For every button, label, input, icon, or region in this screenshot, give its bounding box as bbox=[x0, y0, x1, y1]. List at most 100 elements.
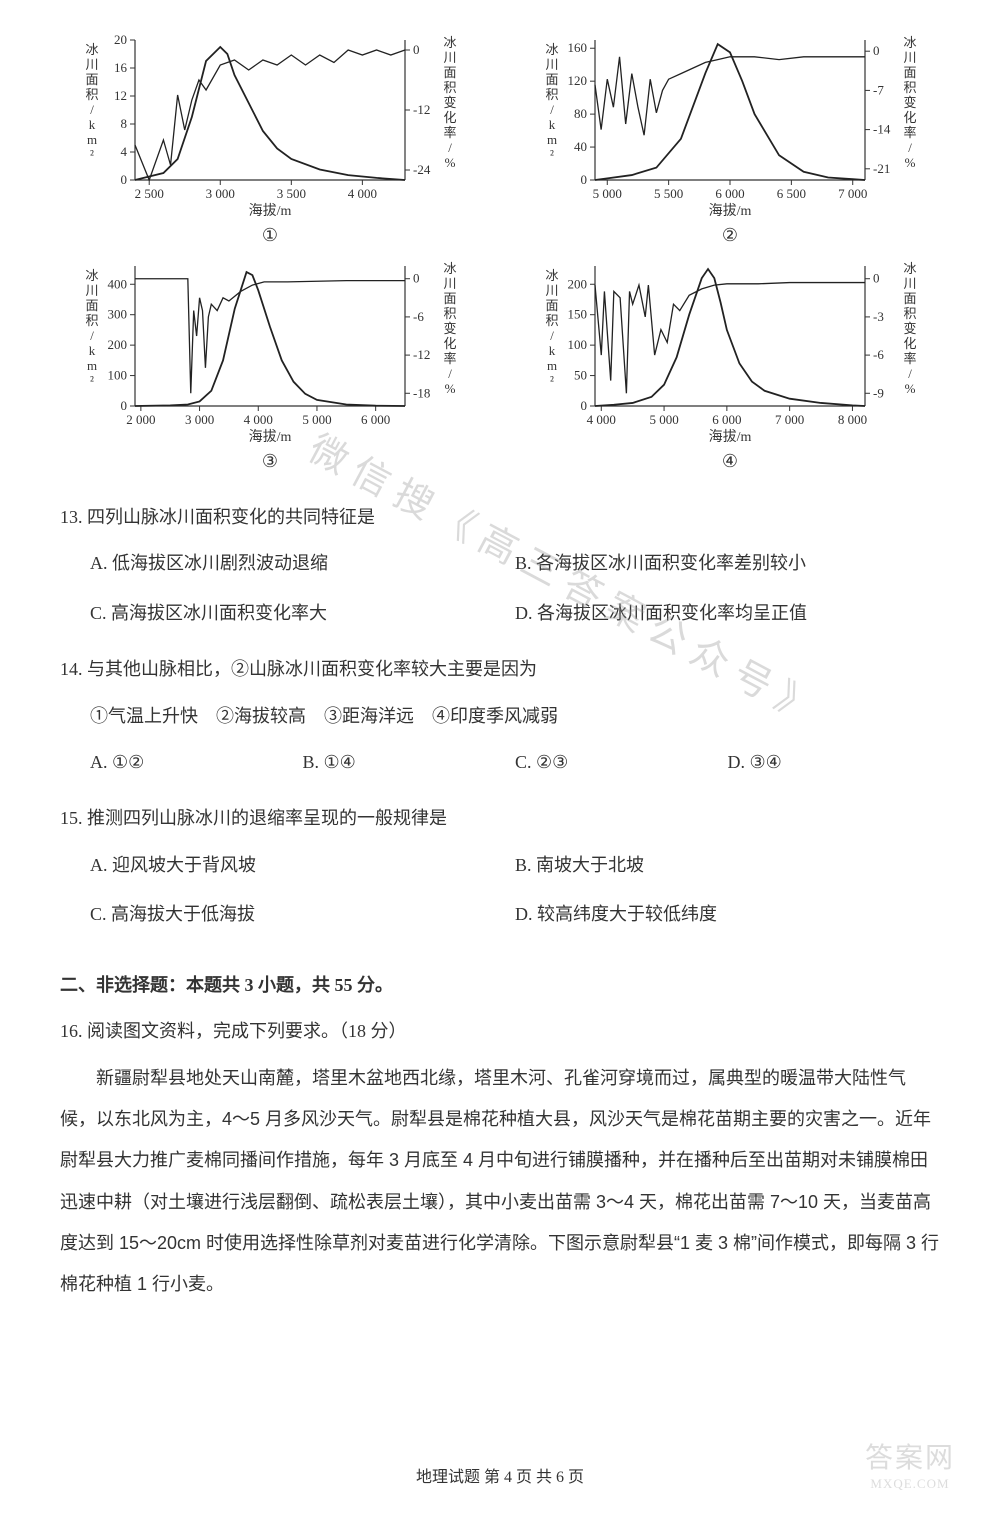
q13-option-b: B. 各海拔区冰川面积变化率差别较小 bbox=[515, 543, 940, 584]
svg-text:4 000: 4 000 bbox=[244, 412, 273, 427]
svg-text:-14: -14 bbox=[873, 122, 891, 137]
svg-text:0: 0 bbox=[121, 172, 128, 187]
svg-text:冰: 冰 bbox=[903, 35, 916, 50]
svg-text:0: 0 bbox=[873, 43, 880, 58]
svg-text:200: 200 bbox=[108, 337, 128, 352]
svg-text:变: 变 bbox=[903, 321, 916, 336]
chart-grid: 2 5003 0003 5004 000048121620-24-120海拔/m… bbox=[60, 30, 940, 472]
chart-4: 4 0005 0006 0007 0008 000050100150200-9-… bbox=[540, 256, 920, 446]
q14-sub: ①气温上升快 ②海拔较高 ③距海洋远 ④印度季风减弱 bbox=[60, 696, 940, 737]
svg-text:0: 0 bbox=[581, 398, 588, 413]
svg-text:80: 80 bbox=[574, 106, 587, 121]
svg-text:/: / bbox=[550, 102, 554, 117]
svg-text:-24: -24 bbox=[413, 162, 431, 177]
svg-text:40: 40 bbox=[574, 139, 587, 154]
svg-text:8 000: 8 000 bbox=[838, 412, 867, 427]
q15-stem: 15. 推测四列山脉冰川的退缩率呈现的一般规律是 bbox=[60, 798, 940, 839]
svg-text:海拔/m: 海拔/m bbox=[249, 429, 292, 445]
svg-text:m: m bbox=[87, 358, 97, 373]
svg-text:冰: 冰 bbox=[443, 35, 456, 50]
svg-text:k: k bbox=[89, 343, 96, 358]
svg-text:100: 100 bbox=[108, 368, 128, 383]
chart-3-label: ③ bbox=[262, 451, 278, 472]
chart-cell-1: 2 5003 0003 5004 000048121620-24-120海拔/m… bbox=[60, 30, 480, 246]
svg-text:120: 120 bbox=[568, 73, 588, 88]
q13-stem: 13. 四列山脉冰川面积变化的共同特征是 bbox=[60, 497, 940, 538]
q15-option-b: B. 南坡大于北坡 bbox=[515, 845, 940, 886]
svg-text:²: ² bbox=[550, 147, 554, 162]
svg-text:m: m bbox=[547, 132, 557, 147]
svg-text:面: 面 bbox=[903, 65, 916, 80]
svg-text:海拔/m: 海拔/m bbox=[709, 429, 752, 445]
q16-stem: 16. 阅读图文资料，完成下列要求。（18 分） bbox=[60, 1017, 940, 1043]
svg-text:面: 面 bbox=[545, 72, 558, 87]
q13-option-d: D. 各海拔区冰川面积变化率均呈正值 bbox=[515, 593, 940, 634]
svg-text:积: 积 bbox=[545, 313, 558, 328]
svg-text:7 000: 7 000 bbox=[775, 412, 804, 427]
chart-cell-2: 5 0005 5006 0006 5007 00004080120160-21-… bbox=[520, 30, 940, 246]
svg-text:5 000: 5 000 bbox=[302, 412, 331, 427]
svg-text:冰: 冰 bbox=[85, 268, 98, 283]
q16-passage: 新疆尉犁县地处天山南麓，塔里木盆地西北缘，塔里木河、孔雀河穿境而过，属典型的暖温… bbox=[60, 1058, 940, 1306]
chart-2-label: ② bbox=[722, 225, 738, 246]
svg-text:-18: -18 bbox=[413, 385, 430, 400]
svg-text:/: / bbox=[90, 102, 94, 117]
svg-text:5 500: 5 500 bbox=[654, 186, 683, 201]
svg-text:川: 川 bbox=[545, 57, 558, 72]
svg-text:冰: 冰 bbox=[443, 261, 456, 276]
question-15: 15. 推测四列山脉冰川的退缩率呈现的一般规律是 A. 迎风坡大于背风坡 B. … bbox=[60, 798, 940, 935]
svg-text:4 000: 4 000 bbox=[348, 186, 377, 201]
svg-text:冰: 冰 bbox=[903, 261, 916, 276]
svg-text:8: 8 bbox=[121, 116, 128, 131]
svg-text:变: 变 bbox=[443, 321, 456, 336]
svg-text:0: 0 bbox=[121, 398, 128, 413]
svg-text:面: 面 bbox=[443, 65, 456, 80]
svg-text:/: / bbox=[550, 328, 554, 343]
svg-text:川: 川 bbox=[443, 276, 456, 291]
svg-text:化: 化 bbox=[443, 336, 456, 351]
svg-text:200: 200 bbox=[568, 276, 588, 291]
svg-text:-6: -6 bbox=[413, 309, 424, 324]
q13-option-c: C. 高海拔区冰川面积变化率大 bbox=[90, 593, 515, 634]
svg-text:化: 化 bbox=[443, 110, 456, 125]
question-13: 13. 四列山脉冰川面积变化的共同特征是 A. 低海拔区冰川剧烈波动退缩 B. … bbox=[60, 497, 940, 634]
section-2-header: 二、非选择题：本题共 3 小题，共 55 分。 bbox=[60, 971, 940, 997]
corner-logo-cn: 答案网 bbox=[865, 1436, 955, 1476]
svg-text:面: 面 bbox=[443, 291, 456, 306]
q14-option-a: A. ①② bbox=[90, 742, 303, 783]
svg-text:4: 4 bbox=[121, 144, 128, 159]
svg-text:6 000: 6 000 bbox=[715, 186, 744, 201]
svg-text:²: ² bbox=[90, 147, 94, 162]
svg-text:率: 率 bbox=[443, 351, 456, 366]
svg-text:化: 化 bbox=[903, 110, 916, 125]
svg-text:冰: 冰 bbox=[85, 42, 98, 57]
svg-text:20: 20 bbox=[114, 32, 127, 47]
svg-text:/: / bbox=[448, 366, 452, 381]
svg-text:积: 积 bbox=[85, 87, 98, 102]
q15-option-d: D. 较高纬度大于较低纬度 bbox=[515, 894, 940, 935]
q14-option-c: C. ②③ bbox=[515, 742, 728, 783]
svg-text:-12: -12 bbox=[413, 102, 430, 117]
svg-text:2 000: 2 000 bbox=[126, 412, 155, 427]
svg-text:3 500: 3 500 bbox=[277, 186, 306, 201]
svg-text:川: 川 bbox=[903, 50, 916, 65]
svg-text:-12: -12 bbox=[413, 347, 430, 362]
page-footer: 地理试题 第 4 页 共 6 页 bbox=[0, 1463, 1000, 1487]
svg-text:0: 0 bbox=[413, 42, 420, 57]
svg-text:²: ² bbox=[550, 373, 554, 388]
svg-text:化: 化 bbox=[903, 336, 916, 351]
svg-text:50: 50 bbox=[574, 368, 587, 383]
svg-text:-7: -7 bbox=[873, 82, 884, 97]
svg-text:k: k bbox=[549, 343, 556, 358]
question-14: 14. 与其他山脉相比，②山脉冰川面积变化率较大主要是因为 ①气温上升快 ②海拔… bbox=[60, 649, 940, 783]
svg-text:积: 积 bbox=[443, 80, 456, 95]
svg-text:积: 积 bbox=[443, 306, 456, 321]
svg-text:率: 率 bbox=[443, 125, 456, 140]
svg-text:-21: -21 bbox=[873, 161, 890, 176]
svg-text:16: 16 bbox=[114, 60, 128, 75]
svg-text:0: 0 bbox=[413, 271, 420, 286]
svg-text:/: / bbox=[908, 366, 912, 381]
q14-option-d: D. ③④ bbox=[728, 742, 941, 783]
svg-text:m: m bbox=[547, 358, 557, 373]
svg-text:率: 率 bbox=[903, 125, 916, 140]
